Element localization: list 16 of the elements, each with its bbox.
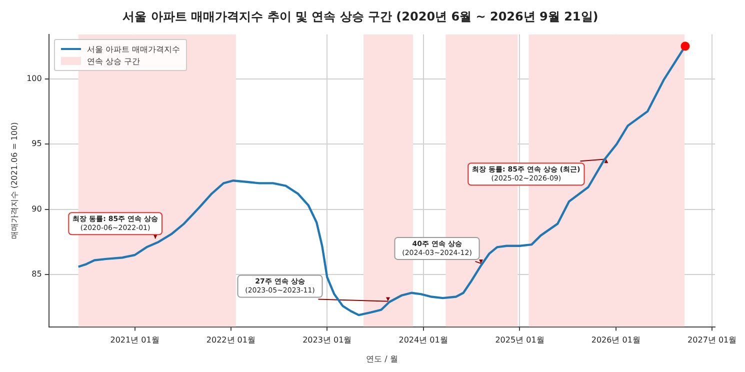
y-tick-label: 95 bbox=[32, 139, 42, 148]
y-tick-label: 90 bbox=[32, 204, 42, 214]
x-tick-label: 2023년 01월 bbox=[302, 336, 352, 345]
x-tick-label: 2026년 01월 bbox=[591, 336, 640, 345]
x-axis-title: 연도 / 월 bbox=[366, 354, 398, 364]
x-tick-label: 2024년 01월 bbox=[398, 336, 448, 345]
legend-label: 서울 아파트 매매가격지수 bbox=[86, 44, 180, 55]
y-tick-label: 100 bbox=[26, 74, 42, 83]
x-tick-label: 2025년 01월 bbox=[495, 336, 544, 345]
chart-title: 서울 아파트 매매가격지수 추이 및 연속 상승 구간 (2020년 6월 ~ 2026년 9월 21일) bbox=[122, 9, 598, 24]
x-tick-label: 2027년 01월 bbox=[688, 336, 737, 345]
band-label: 연속 상승 구간 bbox=[86, 56, 140, 67]
y-axis-title: 매매가격지수 (2021.06 = 100) bbox=[10, 122, 19, 240]
x-tick-label: 2021년 01월 bbox=[110, 336, 160, 345]
x-tick-label: 2022년 01월 bbox=[206, 336, 256, 345]
y-tick-label: 85 bbox=[32, 270, 42, 279]
